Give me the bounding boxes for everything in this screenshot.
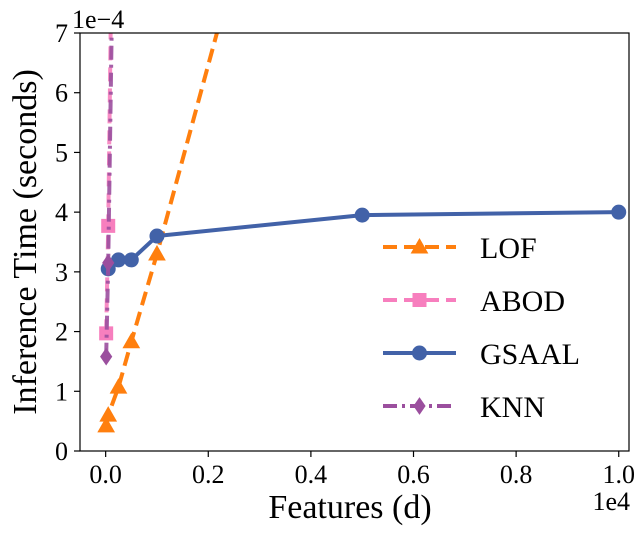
data-point-lof bbox=[109, 378, 128, 394]
x-axis-label: Features (d) bbox=[268, 489, 431, 526]
data-point-lof bbox=[122, 332, 141, 349]
y-tick-label: 3 bbox=[55, 258, 68, 287]
y-tick-label: 1 bbox=[55, 377, 68, 406]
legend: LOF ABOD GSAAL KNN bbox=[383, 232, 580, 424]
y-axis-label: Inference Time (seconds) bbox=[7, 69, 44, 415]
data-point-gsaal bbox=[354, 207, 370, 223]
data-point-lof bbox=[99, 406, 118, 422]
x-tick-label: 0.4 bbox=[295, 460, 328, 489]
data-point-lof bbox=[148, 244, 166, 261]
series-line-abod bbox=[104, 33, 113, 334]
series-knn bbox=[100, 33, 115, 366]
data-point-gsaal bbox=[123, 252, 139, 268]
y-tick-label: 0 bbox=[55, 437, 68, 466]
y-tick-label: 6 bbox=[55, 79, 68, 108]
legend-marker bbox=[410, 237, 429, 254]
legend-item-lof: LOF bbox=[383, 232, 537, 265]
x-tick-label: 1.0 bbox=[602, 460, 635, 489]
data-point-lof bbox=[209, 33, 228, 34]
y-tick-label: 4 bbox=[55, 198, 68, 227]
legend-marker bbox=[412, 345, 427, 361]
x-axis: 0.0 0.2 0.4 0.6 0.8 1.0 bbox=[89, 451, 635, 489]
legend-label: LOF bbox=[480, 232, 537, 265]
data-point-gsaal bbox=[149, 228, 165, 244]
legend-label: KNN bbox=[480, 391, 545, 424]
legend-label: ABOD bbox=[480, 285, 565, 318]
x-tick-label: 0.2 bbox=[192, 460, 225, 489]
x-tick-label: 0.0 bbox=[89, 460, 122, 489]
legend-label: GSAAL bbox=[480, 338, 580, 371]
data-point-lof bbox=[97, 416, 116, 433]
legend-item-abod: ABOD bbox=[383, 285, 565, 318]
data-point-knn bbox=[102, 254, 115, 272]
x-tick-label: 0.8 bbox=[500, 460, 533, 489]
y-tick-label: 5 bbox=[55, 138, 68, 167]
legend-marker bbox=[412, 293, 427, 307]
y-tick-label: 7 bbox=[55, 19, 68, 48]
y-tick-label: 2 bbox=[55, 318, 68, 347]
x-tick-label: 0.6 bbox=[397, 460, 430, 489]
series-line-lof bbox=[104, 33, 219, 427]
plot-area-frame bbox=[79, 32, 630, 452]
data-point-knn bbox=[100, 347, 113, 366]
data-point-gsaal bbox=[611, 204, 627, 220]
series-lof bbox=[97, 33, 228, 433]
legend-marker bbox=[413, 397, 426, 415]
legend-item-gsaal: GSAAL bbox=[383, 338, 580, 371]
y-scale-label: 1e−4 bbox=[72, 5, 124, 34]
y-axis: 0 1 2 3 4 5 6 7 bbox=[55, 19, 80, 466]
x-scale-label: 1e4 bbox=[592, 487, 630, 516]
legend-item-knn: KNN bbox=[383, 391, 545, 424]
series-gsaal bbox=[100, 204, 627, 277]
data-point-gsaal bbox=[110, 252, 126, 268]
